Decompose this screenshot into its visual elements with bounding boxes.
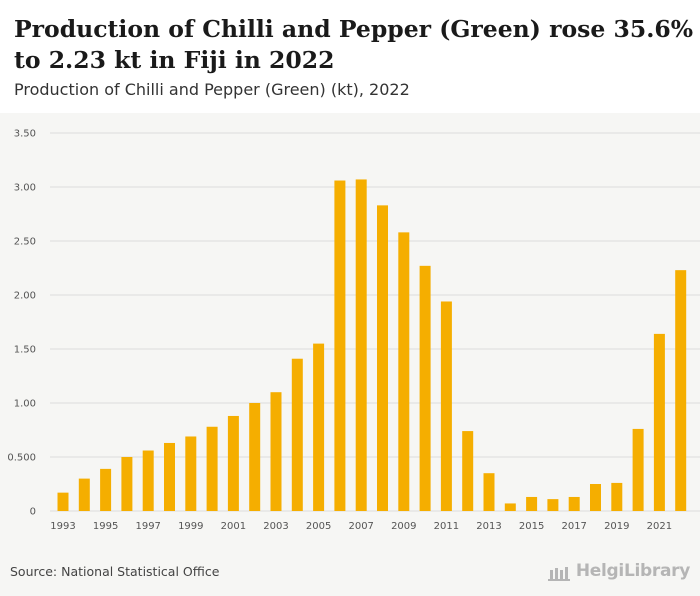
x-tick-label: 2005 (306, 521, 331, 532)
bar-2002 (249, 403, 261, 511)
x-tick-label: 1999 (178, 521, 203, 532)
bar-2003 (270, 392, 282, 511)
bar-2022 (675, 270, 687, 511)
y-tick-label: 0.500 (7, 453, 36, 464)
bar-2000 (206, 426, 218, 511)
y-tick-label: 1.50 (14, 345, 36, 356)
bar-2011 (440, 301, 452, 511)
x-tick-label: 1997 (135, 521, 160, 532)
x-tick-label: 2011 (434, 521, 459, 532)
bar-1997 (142, 450, 154, 511)
bar-2008 (377, 205, 388, 512)
x-tick-label: 1993 (50, 521, 75, 532)
bar-1994 (78, 478, 90, 511)
y-tick-label: 0 (30, 507, 36, 518)
bar-2015 (526, 496, 538, 511)
bar-1993 (57, 492, 69, 511)
x-tick-label: 2019 (604, 521, 629, 532)
chart-subtitle: Production of Chilli and Pepper (Green) … (14, 80, 410, 99)
x-tick-label: 2003 (263, 521, 288, 532)
x-tick-label: 2017 (561, 521, 586, 532)
y-tick-label: 3.00 (14, 183, 36, 194)
bar-2009 (398, 232, 410, 512)
bar-2017 (568, 496, 580, 511)
x-tick-label: 2021 (647, 521, 672, 532)
bar-1998 (164, 442, 175, 511)
bar-1999 (185, 436, 197, 511)
bar-2004 (291, 358, 303, 511)
bar-2016 (547, 499, 559, 511)
page-title: Production of Chilli and Pepper (Green) … (14, 15, 694, 74)
bar-2019 (611, 482, 623, 511)
bar-2007 (355, 179, 367, 511)
bar-2001 (227, 415, 239, 511)
chart-area: 0 0.500 1.00 1.50 2.00 2.50 3.00 3.50 1993 1995 19… (0, 113, 700, 553)
bar-2010 (419, 265, 431, 511)
bar-2005 (313, 343, 325, 511)
source-note: Source: National Statistical Office (10, 564, 220, 579)
x-tick-label: 2015 (519, 521, 544, 532)
bar-2012 (462, 431, 474, 511)
x-tick-label: 2009 (391, 521, 416, 532)
bar-2018 (590, 484, 601, 511)
brand-logo: HelgiLibrary (575, 561, 690, 581)
bar-2013 (483, 473, 495, 511)
header: Production of Chilli and Pepper (Green) … (0, 0, 700, 113)
x-tick-label: 1995 (93, 521, 118, 532)
x-tick-label: 2013 (476, 521, 501, 532)
library-logo-icon (548, 567, 570, 581)
y-tick-label: 2.50 (14, 237, 36, 248)
bar-1996 (121, 457, 133, 511)
y-tick-label: 1.00 (14, 399, 36, 410)
bar-2006 (334, 180, 346, 511)
y-tick-label: 2.00 (14, 291, 36, 302)
footer: Source: National Statistical Office Helg… (0, 553, 700, 596)
bar-2014 (504, 503, 516, 511)
bar-chart: 0 0.500 1.00 1.50 2.00 2.50 3.00 3.50 1993 1995 19… (7, 129, 700, 532)
bar-1995 (100, 468, 112, 511)
x-tick-label: 2001 (221, 521, 246, 532)
bar-2021 (653, 333, 665, 511)
x-tick-label: 2007 (348, 521, 373, 532)
bar-2020 (632, 428, 644, 511)
y-tick-label: 3.50 (14, 129, 36, 140)
